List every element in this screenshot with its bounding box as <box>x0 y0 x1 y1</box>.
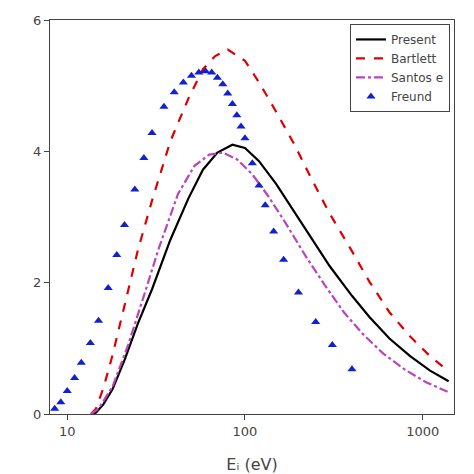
svg-text:2: 2 <box>33 275 41 290</box>
svg-text:Santos e: Santos e <box>391 71 443 85</box>
svg-text:Present: Present <box>391 33 436 47</box>
svg-text:4: 4 <box>33 144 41 159</box>
svg-text:Freund: Freund <box>391 90 432 104</box>
svg-text:Eᵢ (eV): Eᵢ (eV) <box>226 455 277 474</box>
svg-text:1000: 1000 <box>406 424 439 439</box>
svg-text:0: 0 <box>33 407 41 422</box>
svg-text:Bartlett: Bartlett <box>391 52 437 66</box>
svg-text:10: 10 <box>59 424 76 439</box>
svg-text:100: 100 <box>233 424 258 439</box>
svg-text:6: 6 <box>33 13 41 28</box>
